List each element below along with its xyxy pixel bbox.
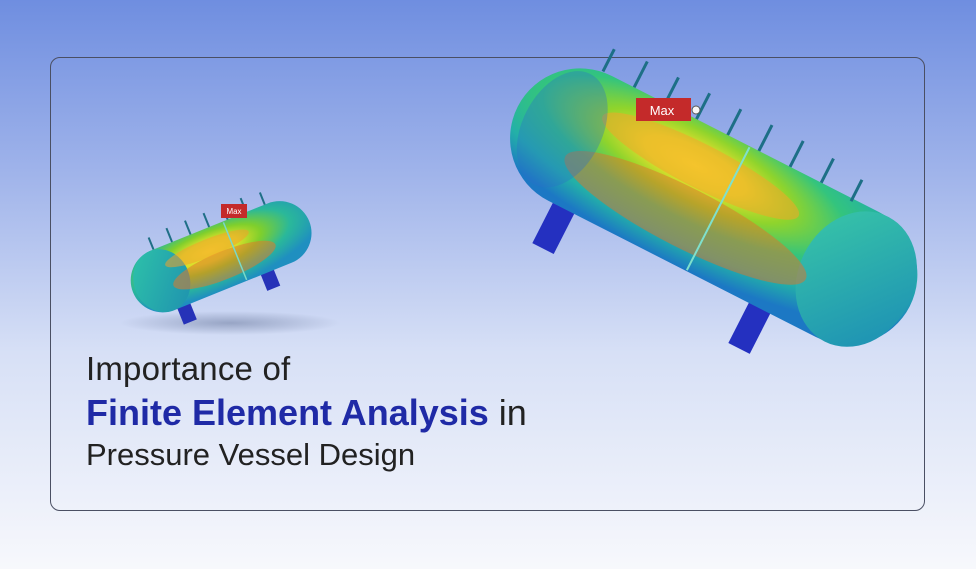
small-max-tag <box>221 204 247 218</box>
heading-line-1: Importance of <box>86 350 291 387</box>
small-max-label: Max <box>226 207 241 216</box>
heading-highlight: Finite Element Analysis <box>86 392 489 433</box>
heading-line-2-rest: in <box>488 392 527 433</box>
content-frame <box>50 57 925 511</box>
small-pressure-vessel-image: Max <box>120 192 340 335</box>
large-pressure-vessel-image: Max <box>510 48 918 354</box>
large-max-label: Max <box>650 103 675 118</box>
heading-line-2: Finite Element Analysis in <box>86 395 527 431</box>
heading-line-3: Pressure Vessel Design <box>86 437 416 472</box>
large-max-tag <box>636 98 691 121</box>
article-heading: Importance of Finite Element Analysis in… <box>86 352 527 470</box>
